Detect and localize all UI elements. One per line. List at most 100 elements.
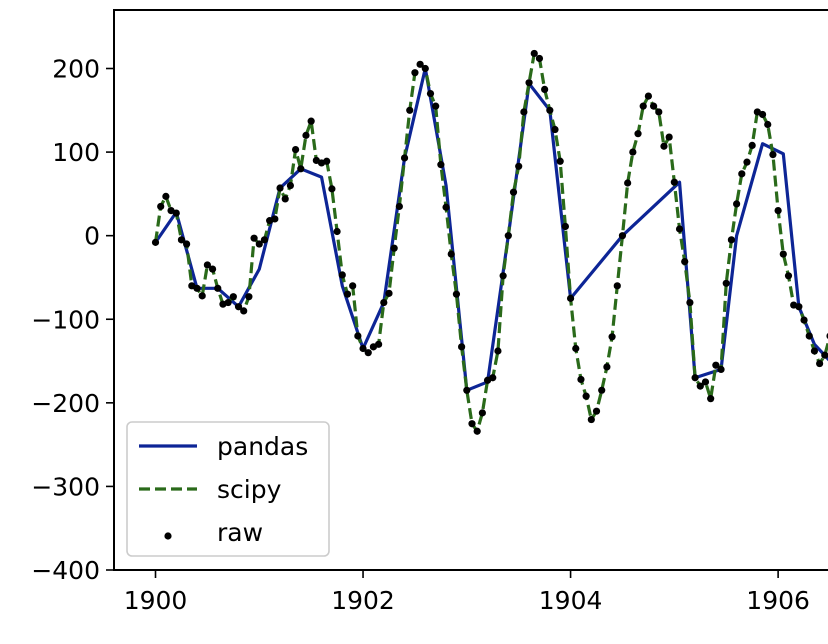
scatter-point bbox=[743, 158, 751, 166]
scatter-point bbox=[712, 361, 720, 369]
scatter-point bbox=[675, 225, 684, 233]
scatter-point bbox=[473, 427, 481, 435]
scatter-point bbox=[291, 145, 300, 154]
scatter-point bbox=[271, 215, 279, 223]
x-tick-label: 1900 bbox=[124, 586, 188, 615]
scatter-point bbox=[603, 363, 611, 371]
scatter-point bbox=[717, 365, 725, 373]
scatter-point bbox=[748, 141, 756, 149]
scatter-point bbox=[380, 298, 388, 307]
scatter-point bbox=[245, 293, 253, 301]
scatter-point bbox=[566, 294, 575, 302]
scatter-point bbox=[151, 238, 160, 246]
x-tick-label: 1902 bbox=[331, 586, 395, 615]
scatter-point bbox=[343, 290, 352, 298]
scatter-point bbox=[655, 108, 663, 116]
scatter-point bbox=[660, 142, 668, 150]
scatter-point bbox=[758, 110, 767, 119]
legend-swatch-raw bbox=[164, 532, 172, 540]
scatter-point bbox=[426, 89, 435, 98]
scatter-point bbox=[193, 284, 201, 292]
scatter-point bbox=[468, 420, 476, 428]
scatter-point bbox=[582, 392, 590, 400]
scatter-point bbox=[260, 236, 269, 244]
scatter-point bbox=[421, 64, 429, 73]
scatter-point bbox=[670, 178, 678, 186]
scatter-point bbox=[733, 200, 741, 208]
scatter-point bbox=[338, 271, 346, 279]
scatter-point bbox=[764, 120, 772, 129]
y-tick-label: −300 bbox=[31, 472, 100, 501]
axes-frame bbox=[113, 9, 828, 571]
scatter-point bbox=[535, 54, 544, 63]
y-tick-label: 0 bbox=[84, 222, 100, 251]
scatter-layer bbox=[151, 49, 828, 435]
scatter-point bbox=[442, 203, 450, 211]
scatter-point bbox=[255, 240, 263, 248]
scatter-point bbox=[618, 232, 627, 240]
scatter-point bbox=[509, 188, 518, 196]
scatter-point bbox=[297, 165, 305, 173]
scatter-point bbox=[172, 209, 180, 217]
legend-label-raw: raw bbox=[217, 518, 263, 547]
scatter-point bbox=[395, 202, 403, 211]
scatter-point bbox=[520, 108, 528, 116]
y-tick-label: −200 bbox=[31, 389, 100, 418]
scatter-point bbox=[769, 151, 777, 159]
scatter-point bbox=[774, 207, 782, 215]
scatter-point bbox=[504, 232, 512, 240]
scatter-point bbox=[805, 332, 813, 340]
y-tick-label: −100 bbox=[31, 305, 100, 334]
scatter-point bbox=[406, 106, 414, 114]
scatter-point bbox=[727, 236, 736, 244]
scatter-point bbox=[354, 332, 362, 340]
scatter-point bbox=[629, 148, 637, 156]
scatter-point bbox=[177, 236, 186, 244]
scatter-point bbox=[592, 407, 601, 415]
scatter-point bbox=[810, 347, 819, 355]
legend-box bbox=[126, 421, 330, 557]
scatter-point bbox=[240, 307, 248, 315]
scatter-point bbox=[458, 343, 466, 351]
scatter-point bbox=[499, 272, 507, 280]
axes-layer: 1900 1902 1904 1906 200 100 0 −100 −200 −300 −400 bbox=[31, 9, 828, 615]
scatter-point bbox=[779, 250, 787, 258]
scatter-point bbox=[390, 244, 398, 252]
scatter-point bbox=[224, 298, 232, 307]
scatter-point bbox=[821, 351, 828, 359]
scatter-point bbox=[432, 102, 440, 110]
scatter-point bbox=[681, 257, 689, 266]
scatter-point bbox=[447, 250, 455, 258]
scatter-point bbox=[624, 179, 632, 187]
scatter-point bbox=[489, 374, 497, 382]
scatter-point bbox=[665, 133, 673, 141]
scatter-point bbox=[276, 184, 284, 192]
scatter-point bbox=[302, 131, 310, 139]
scatter-point bbox=[250, 234, 258, 242]
scatter-point bbox=[701, 378, 710, 386]
scatter-point bbox=[364, 349, 372, 357]
scatter-point bbox=[546, 106, 554, 114]
scatter-point bbox=[375, 340, 383, 348]
scatter-point bbox=[608, 333, 616, 341]
scatter-point bbox=[416, 60, 424, 68]
scatter-point bbox=[411, 69, 419, 77]
scatter-point bbox=[649, 102, 658, 110]
scatter-point bbox=[286, 181, 295, 190]
scatter-point bbox=[359, 344, 367, 353]
scatter-point bbox=[541, 85, 549, 93]
scatter-point bbox=[400, 154, 409, 162]
scatter-point bbox=[556, 157, 564, 165]
scatter-point bbox=[281, 195, 289, 203]
scatter-point bbox=[478, 409, 486, 417]
scatter-point bbox=[323, 157, 331, 165]
x-tick-label: 1904 bbox=[539, 586, 603, 615]
legend-label-pandas: pandas bbox=[217, 432, 308, 461]
scatter-point bbox=[587, 415, 595, 424]
scatter-point bbox=[463, 386, 471, 394]
scatter-point bbox=[577, 375, 585, 384]
scatter-point bbox=[385, 289, 393, 297]
scatter-point bbox=[208, 265, 217, 273]
